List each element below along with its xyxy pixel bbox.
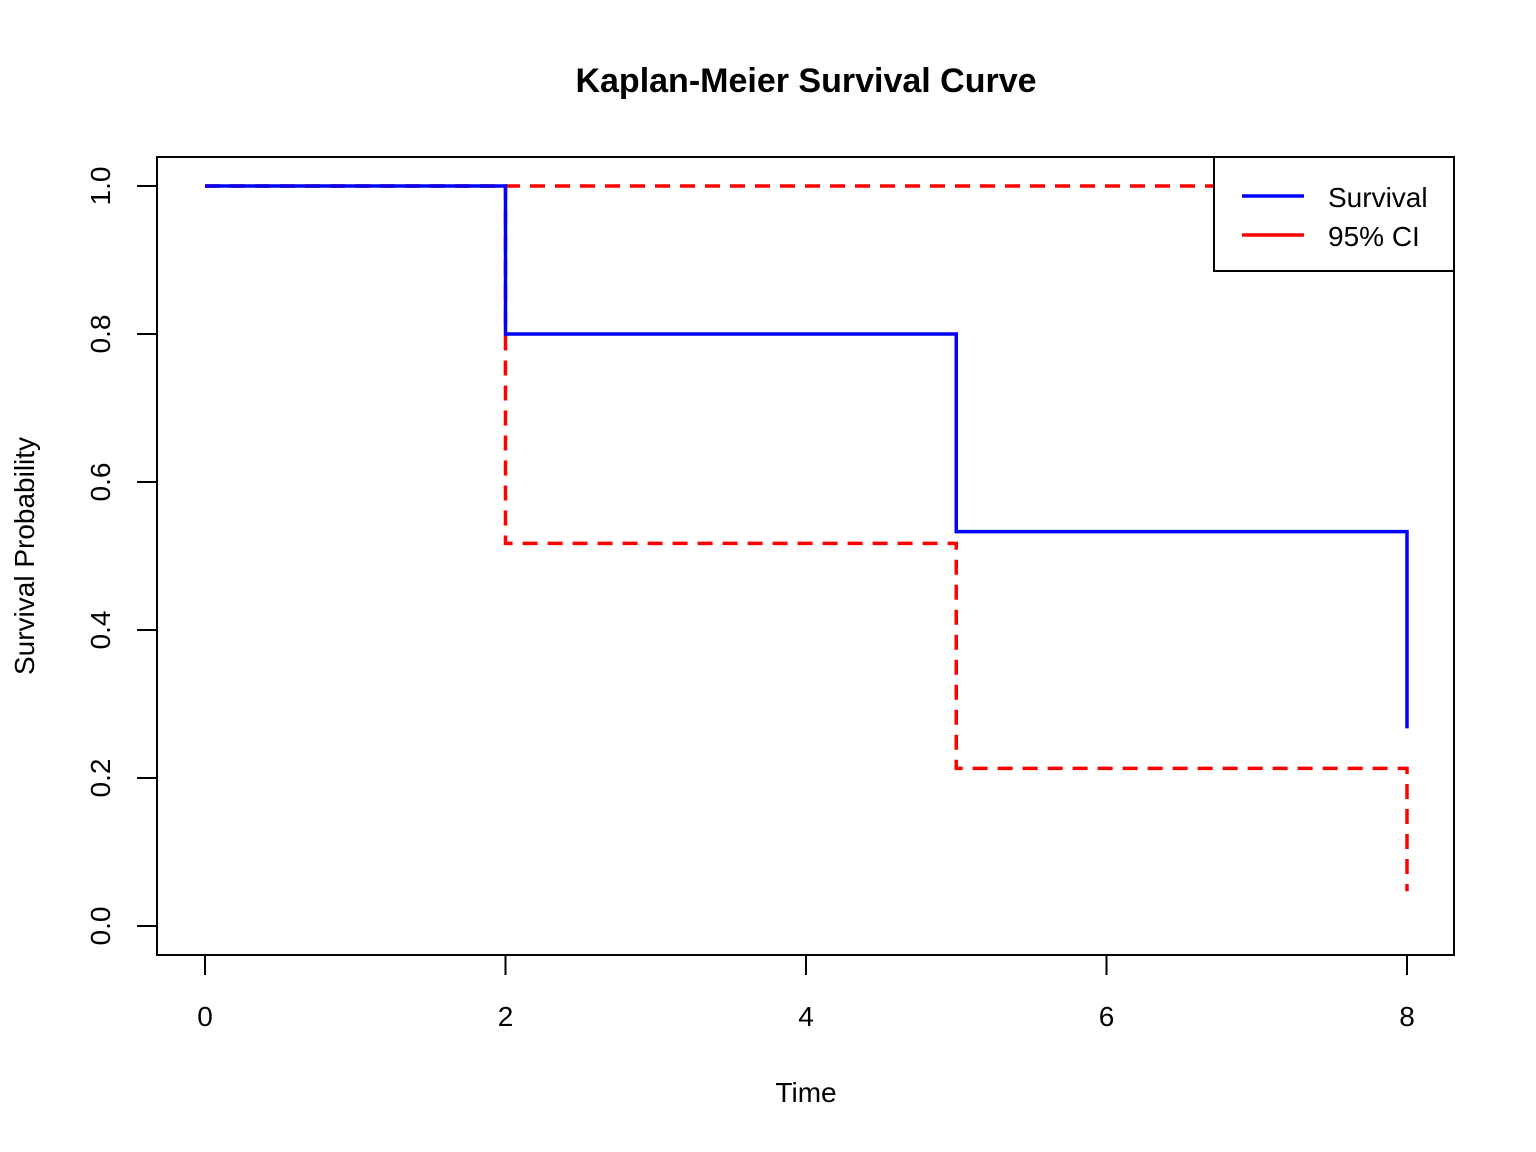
x-tick-label: 6 [1099, 1001, 1115, 1032]
y-tick-label: 0.2 [85, 759, 116, 798]
x-tick-label: 0 [197, 1001, 213, 1032]
y-tick-label: 0.6 [85, 463, 116, 502]
chart-title: Kaplan-Meier Survival Curve [575, 62, 1036, 100]
y-tick-label: 1.0 [85, 167, 116, 206]
legend-box [1213, 156, 1455, 272]
series-line-2 [205, 184, 1409, 892]
x-tick-label: 2 [498, 1001, 514, 1032]
x-tick-label: 8 [1399, 1001, 1415, 1032]
series-line-0 [205, 184, 1409, 729]
x-tick-label: 4 [798, 1001, 814, 1032]
plot-frame [156, 156, 1455, 956]
x-axis-label: Time [775, 1077, 836, 1108]
y-tick-label: 0.4 [85, 611, 116, 650]
legend: Survival 95% CI [1213, 156, 1455, 272]
y-tick-label: 0.0 [85, 907, 116, 946]
legend-label-ci: 95% CI [1328, 221, 1420, 252]
series-layer [205, 184, 1409, 892]
y-axis: 0.0 0.2 0.4 0.6 0.8 1.0 [85, 167, 158, 946]
y-tick-label: 0.8 [85, 315, 116, 354]
y-axis-label: Survival Probability [9, 437, 40, 675]
x-axis: 0 2 4 6 8 [197, 954, 1415, 1032]
legend-label-survival: Survival [1328, 182, 1428, 213]
